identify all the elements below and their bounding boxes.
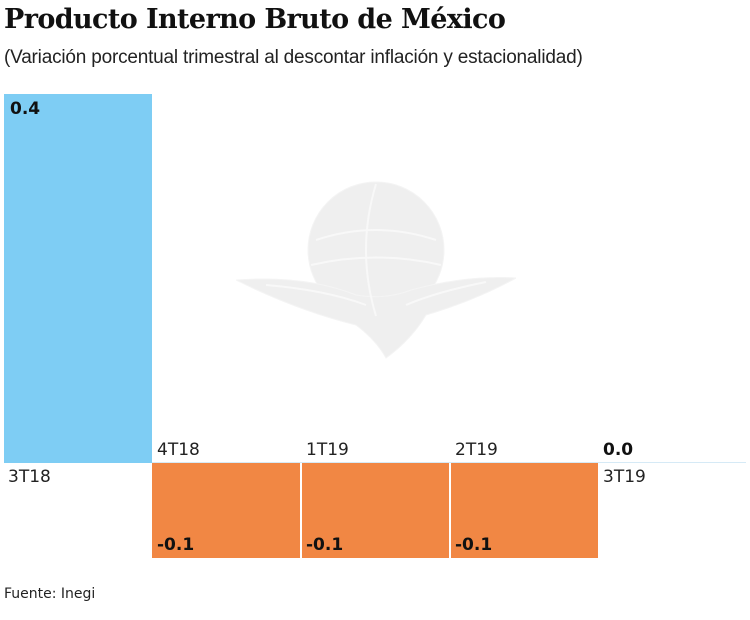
bar-3T18 xyxy=(4,94,152,463)
category-label-4T18: 4T18 xyxy=(157,440,200,460)
bar-4T18 xyxy=(152,463,300,558)
category-label-1T19: 1T19 xyxy=(306,440,349,460)
value-label-1T19: -0.1 xyxy=(306,535,344,555)
chart-subtitle: (Variación porcentual trimestral al desc… xyxy=(4,47,583,68)
value-label-2T19: -0.1 xyxy=(455,535,493,555)
bar-1T19 xyxy=(302,463,449,558)
chart-title: Producto Interno Bruto de México xyxy=(4,4,506,35)
source-note: Fuente: Inegi xyxy=(4,586,96,602)
bar-2T19 xyxy=(451,463,598,558)
category-label-3T18: 3T18 xyxy=(8,467,51,487)
zero-baseline xyxy=(4,462,746,463)
value-label-4T18: -0.1 xyxy=(157,535,195,555)
eagle-globe-watermark-icon xyxy=(236,181,516,359)
value-label-3T18: 0.4 xyxy=(10,99,41,119)
category-label-3T19: 3T19 xyxy=(603,467,646,487)
category-label-2T19: 2T19 xyxy=(455,440,498,460)
value-label-3T19: 0.0 xyxy=(603,440,634,460)
